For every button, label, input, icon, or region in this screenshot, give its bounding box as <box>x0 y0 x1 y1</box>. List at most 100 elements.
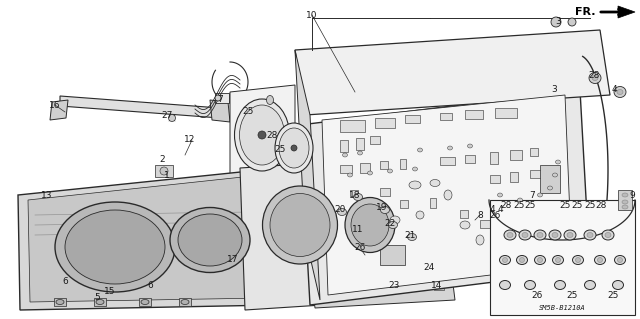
Text: 25: 25 <box>566 291 578 300</box>
Ellipse shape <box>181 300 189 305</box>
Polygon shape <box>295 30 610 115</box>
Ellipse shape <box>345 197 395 253</box>
Polygon shape <box>28 176 270 302</box>
Ellipse shape <box>337 209 346 216</box>
Bar <box>405 115 420 123</box>
Ellipse shape <box>612 280 623 290</box>
Text: 1: 1 <box>164 170 170 180</box>
Ellipse shape <box>622 193 628 197</box>
Ellipse shape <box>447 146 452 150</box>
Bar <box>380 161 388 169</box>
Ellipse shape <box>270 194 330 256</box>
Text: 25: 25 <box>607 291 619 300</box>
Bar <box>94 298 106 306</box>
Ellipse shape <box>499 280 511 290</box>
Ellipse shape <box>519 230 531 240</box>
Bar <box>520 235 530 243</box>
Text: 7: 7 <box>529 191 535 201</box>
Ellipse shape <box>617 90 623 94</box>
Ellipse shape <box>525 280 536 290</box>
Ellipse shape <box>351 204 389 246</box>
Bar <box>350 190 358 196</box>
Text: 25: 25 <box>243 108 253 116</box>
Text: SM5B-B1210A: SM5B-B1210A <box>539 305 586 311</box>
Bar <box>530 170 542 178</box>
Ellipse shape <box>504 230 516 240</box>
Ellipse shape <box>408 234 417 241</box>
Bar <box>460 210 468 218</box>
Bar <box>354 279 364 287</box>
Ellipse shape <box>622 205 628 209</box>
Ellipse shape <box>595 256 605 264</box>
Ellipse shape <box>381 206 390 213</box>
Text: 15: 15 <box>104 287 116 296</box>
Bar <box>510 172 518 182</box>
Bar <box>434 281 444 290</box>
Text: 28: 28 <box>266 130 278 139</box>
Polygon shape <box>18 170 280 310</box>
Ellipse shape <box>551 17 561 27</box>
Text: 25: 25 <box>524 201 536 210</box>
Bar <box>380 245 405 265</box>
Ellipse shape <box>279 128 309 168</box>
Ellipse shape <box>567 233 573 238</box>
Ellipse shape <box>160 167 168 175</box>
Text: 23: 23 <box>388 281 400 291</box>
Ellipse shape <box>605 233 611 238</box>
Ellipse shape <box>348 173 353 177</box>
Ellipse shape <box>552 233 558 238</box>
Ellipse shape <box>534 230 546 240</box>
Bar <box>495 108 517 118</box>
Ellipse shape <box>262 186 337 264</box>
Ellipse shape <box>390 216 400 224</box>
Bar <box>540 200 560 228</box>
Bar <box>340 165 352 173</box>
Bar <box>356 138 364 150</box>
Ellipse shape <box>568 18 576 26</box>
Bar <box>179 298 191 306</box>
Ellipse shape <box>538 257 543 263</box>
Bar <box>360 163 370 173</box>
Polygon shape <box>50 100 68 120</box>
Text: 4: 4 <box>611 85 617 94</box>
Ellipse shape <box>534 256 545 264</box>
Bar <box>402 280 412 288</box>
Text: 25: 25 <box>275 145 285 154</box>
Ellipse shape <box>342 153 348 157</box>
Polygon shape <box>618 6 635 18</box>
Ellipse shape <box>598 257 602 263</box>
Text: 2: 2 <box>159 155 165 165</box>
Polygon shape <box>310 260 455 308</box>
Text: 22: 22 <box>385 219 396 228</box>
Text: 28: 28 <box>500 201 512 210</box>
Ellipse shape <box>618 257 623 263</box>
Ellipse shape <box>547 186 552 190</box>
Text: 9: 9 <box>629 190 635 199</box>
Ellipse shape <box>520 257 525 263</box>
Text: 12: 12 <box>184 136 196 145</box>
Ellipse shape <box>266 95 273 105</box>
Text: 25: 25 <box>584 201 596 210</box>
Text: 13: 13 <box>41 190 52 199</box>
Text: 8: 8 <box>477 211 483 219</box>
Ellipse shape <box>552 256 563 264</box>
Text: 27: 27 <box>161 110 173 120</box>
Text: 6: 6 <box>62 278 68 286</box>
Text: 14: 14 <box>431 281 443 291</box>
Ellipse shape <box>168 115 175 122</box>
Bar <box>340 140 348 152</box>
Ellipse shape <box>467 144 472 148</box>
Text: 28: 28 <box>595 201 607 210</box>
Bar <box>618 190 632 210</box>
Bar <box>370 279 380 287</box>
Bar <box>440 113 452 120</box>
Ellipse shape <box>239 105 285 165</box>
Ellipse shape <box>275 123 313 173</box>
Text: 26: 26 <box>531 291 543 300</box>
Text: 26: 26 <box>355 243 365 253</box>
Bar <box>510 150 522 160</box>
Ellipse shape <box>499 256 511 264</box>
Text: 25: 25 <box>513 201 525 210</box>
Text: 25: 25 <box>572 201 582 210</box>
Ellipse shape <box>537 233 543 238</box>
